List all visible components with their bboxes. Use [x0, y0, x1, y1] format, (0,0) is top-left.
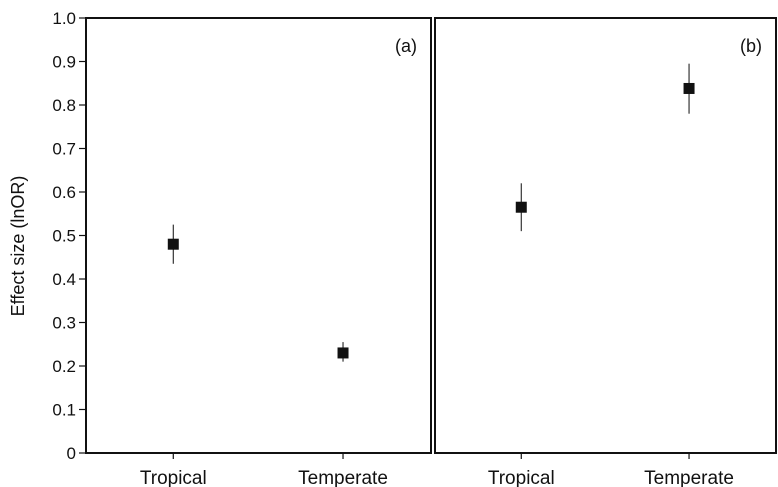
panel-label: (b) [740, 36, 762, 56]
panel-b: (b) Tropical Temperate [434, 17, 777, 487]
data-point [683, 82, 695, 94]
data-point [167, 238, 179, 250]
panel-frame [434, 17, 777, 454]
y-tick-label: 0.8 [52, 96, 76, 115]
panel-frame [85, 17, 432, 454]
x-category-label: Temperate [298, 468, 388, 487]
chart-panels: (a) Tropical Temperate (b) Tropical Temperate [85, 17, 777, 487]
y-tick-label: 0.5 [52, 227, 76, 246]
data-point [337, 347, 349, 359]
y-tick-label: 0.1 [52, 401, 76, 420]
y-tick-label: 0 [67, 444, 76, 463]
y-tick-label: 0.6 [52, 183, 76, 202]
y-tick-label: 0.3 [52, 314, 76, 333]
y-tick-label: 0.7 [52, 140, 76, 159]
y-tick-label: 0.4 [52, 270, 76, 289]
x-category-label: Temperate [644, 468, 734, 487]
data-point [515, 201, 527, 213]
y-axis: 0 0.1 0.2 0.3 0.4 0.5 0.6 0.7 0.8 0.9 1.0 [52, 9, 86, 463]
x-category-label: Tropical [488, 468, 555, 487]
y-tick-label: 0.9 [52, 53, 76, 72]
y-axis-title: Effect size (lnOR) [8, 176, 28, 317]
y-tick-label: 0.2 [52, 357, 76, 376]
panel-a: (a) Tropical Temperate [85, 17, 432, 487]
y-tick-label: 1.0 [52, 9, 76, 28]
x-category-label: Tropical [140, 468, 207, 487]
panel-label: (a) [395, 36, 417, 56]
